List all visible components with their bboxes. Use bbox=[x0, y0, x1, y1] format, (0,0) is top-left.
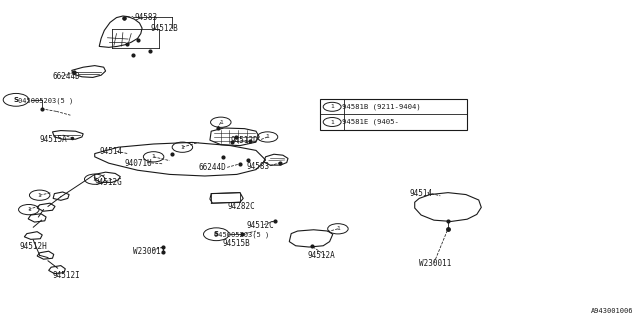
Text: 94282C: 94282C bbox=[227, 202, 255, 211]
Text: 94512H: 94512H bbox=[19, 242, 47, 251]
Text: W230011: W230011 bbox=[133, 247, 166, 256]
Text: 94512C: 94512C bbox=[246, 221, 274, 230]
Text: 94512G: 94512G bbox=[95, 178, 122, 187]
Text: 1: 1 bbox=[330, 119, 334, 124]
Text: 94583: 94583 bbox=[246, 162, 269, 171]
Text: A943001006: A943001006 bbox=[591, 308, 634, 314]
Text: 94512I: 94512I bbox=[52, 271, 80, 280]
Text: 1: 1 bbox=[336, 226, 340, 231]
Text: S: S bbox=[214, 231, 219, 237]
Text: 94514: 94514 bbox=[99, 148, 122, 156]
Text: 1: 1 bbox=[180, 145, 184, 150]
Text: 045005203(5 ): 045005203(5 ) bbox=[214, 232, 269, 238]
Text: W230011: W230011 bbox=[419, 260, 452, 268]
Text: 94512A: 94512A bbox=[307, 252, 335, 260]
Text: 94515B: 94515B bbox=[223, 239, 250, 248]
Text: 94071U: 94071U bbox=[125, 159, 152, 168]
Text: 94512D: 94512D bbox=[230, 136, 258, 145]
Text: 1: 1 bbox=[93, 177, 97, 182]
Text: 045005203(5 ): 045005203(5 ) bbox=[18, 98, 73, 104]
Text: 1: 1 bbox=[27, 207, 31, 212]
Text: 94515A: 94515A bbox=[40, 135, 67, 144]
Text: 66244D: 66244D bbox=[52, 72, 80, 81]
Text: 1: 1 bbox=[330, 104, 334, 109]
Text: S: S bbox=[13, 97, 19, 103]
Bar bbox=[320, 99, 467, 130]
Text: 1: 1 bbox=[266, 134, 269, 140]
Text: 94581E (9405-: 94581E (9405- bbox=[342, 119, 399, 125]
Text: 1: 1 bbox=[152, 154, 156, 159]
Text: 94512B: 94512B bbox=[150, 24, 178, 33]
Text: 1: 1 bbox=[38, 193, 42, 198]
Text: 1: 1 bbox=[219, 120, 223, 125]
Text: 94583: 94583 bbox=[134, 13, 157, 22]
Text: 94581B (9211-9404): 94581B (9211-9404) bbox=[342, 104, 421, 110]
Text: 94514: 94514 bbox=[410, 189, 433, 198]
Text: 66244D: 66244D bbox=[198, 164, 226, 172]
